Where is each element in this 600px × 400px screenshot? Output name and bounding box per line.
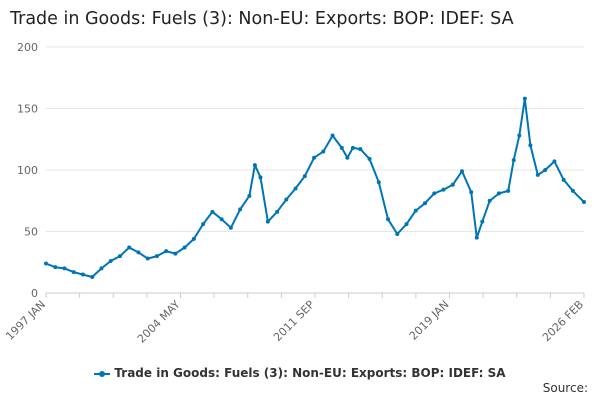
data-point: [395, 231, 400, 236]
data-point: [247, 193, 252, 198]
data-point: [252, 163, 257, 168]
data-point: [330, 133, 335, 138]
x-tick-label: 1997 JAN: [3, 298, 48, 343]
data-point: [552, 159, 557, 164]
data-point: [275, 209, 280, 214]
data-point: [404, 222, 409, 227]
series-line: [45, 97, 585, 278]
data-point: [145, 256, 150, 261]
gridlines: [46, 46, 584, 294]
data-point: [53, 265, 58, 270]
legend: Trade in Goods: Fuels (3): Non-EU: Expor…: [0, 366, 600, 380]
data-point: [496, 191, 501, 196]
source-label: Source:: [542, 381, 588, 395]
x-tick-label: 2004 MAY: [135, 298, 183, 346]
data-point: [108, 259, 113, 264]
y-tick-label: 200: [17, 41, 38, 54]
data-point: [376, 180, 381, 185]
data-point: [522, 96, 527, 101]
data-point: [339, 145, 344, 150]
data-point: [293, 186, 298, 191]
data-point: [238, 207, 243, 212]
data-point: [535, 172, 540, 177]
data-point: [487, 198, 492, 203]
data-point: [99, 266, 104, 271]
legend-label: Trade in Goods: Fuels (3): Non-EU: Expor…: [114, 366, 506, 380]
data-point: [511, 158, 516, 163]
data-point: [441, 187, 446, 192]
data-point: [570, 188, 575, 193]
data-point: [506, 188, 511, 193]
data-point: [367, 156, 372, 161]
x-tick-label: 2026 FEB: [540, 298, 586, 344]
data-point: [258, 175, 263, 180]
data-point: [302, 174, 307, 179]
data-point: [201, 222, 206, 227]
data-point: [413, 208, 418, 213]
data-point: [62, 266, 67, 271]
data-point: [90, 275, 95, 280]
data-point: [474, 235, 479, 240]
data-point: [191, 236, 196, 241]
data-point: [80, 272, 85, 277]
data-point: [480, 219, 485, 224]
chart-title: Trade in Goods: Fuels (3): Non-EU: Expor…: [10, 9, 514, 29]
data-point: [219, 217, 224, 222]
data-point: [117, 254, 122, 259]
data-point: [543, 168, 548, 172]
data-point: [173, 251, 178, 256]
data-point: [386, 217, 391, 222]
data-point: [582, 199, 586, 204]
data-point: [321, 149, 326, 154]
data-point: [432, 191, 437, 196]
data-point: [265, 219, 270, 224]
data-point: [284, 197, 289, 202]
series-layer: [44, 96, 586, 280]
x-tick-label: 2011 SEP: [271, 298, 317, 344]
data-point: [44, 261, 48, 266]
data-point: [136, 250, 141, 255]
data-point: [127, 245, 132, 250]
data-point: [164, 249, 169, 254]
data-point: [450, 182, 455, 187]
y-axis: 0 50 100 150 200: [17, 41, 38, 300]
data-point: [154, 254, 159, 259]
data-point: [312, 155, 317, 160]
data-point: [459, 169, 464, 174]
data-point: [228, 225, 233, 230]
y-tick-label: 150: [17, 103, 38, 116]
x-tick-label: 2019 JAN: [407, 298, 452, 343]
data-point: [469, 190, 474, 195]
y-tick-label: 50: [24, 226, 38, 239]
y-tick-label: 0: [31, 287, 38, 300]
data-point: [528, 143, 533, 148]
data-point: [182, 245, 187, 250]
data-point: [561, 177, 566, 182]
data-point: [517, 133, 522, 138]
data-point: [345, 155, 350, 160]
legend-swatch: [94, 370, 111, 377]
data-point: [423, 201, 428, 206]
data-point: [210, 209, 215, 214]
y-tick-label: 100: [17, 164, 38, 177]
x-axis: 1997 JAN 2004 MAY 2011 SEP 2019 JAN 2026 FEB: [3, 292, 586, 346]
data-point: [71, 270, 76, 275]
data-point: [350, 145, 355, 150]
data-point: [358, 147, 363, 152]
